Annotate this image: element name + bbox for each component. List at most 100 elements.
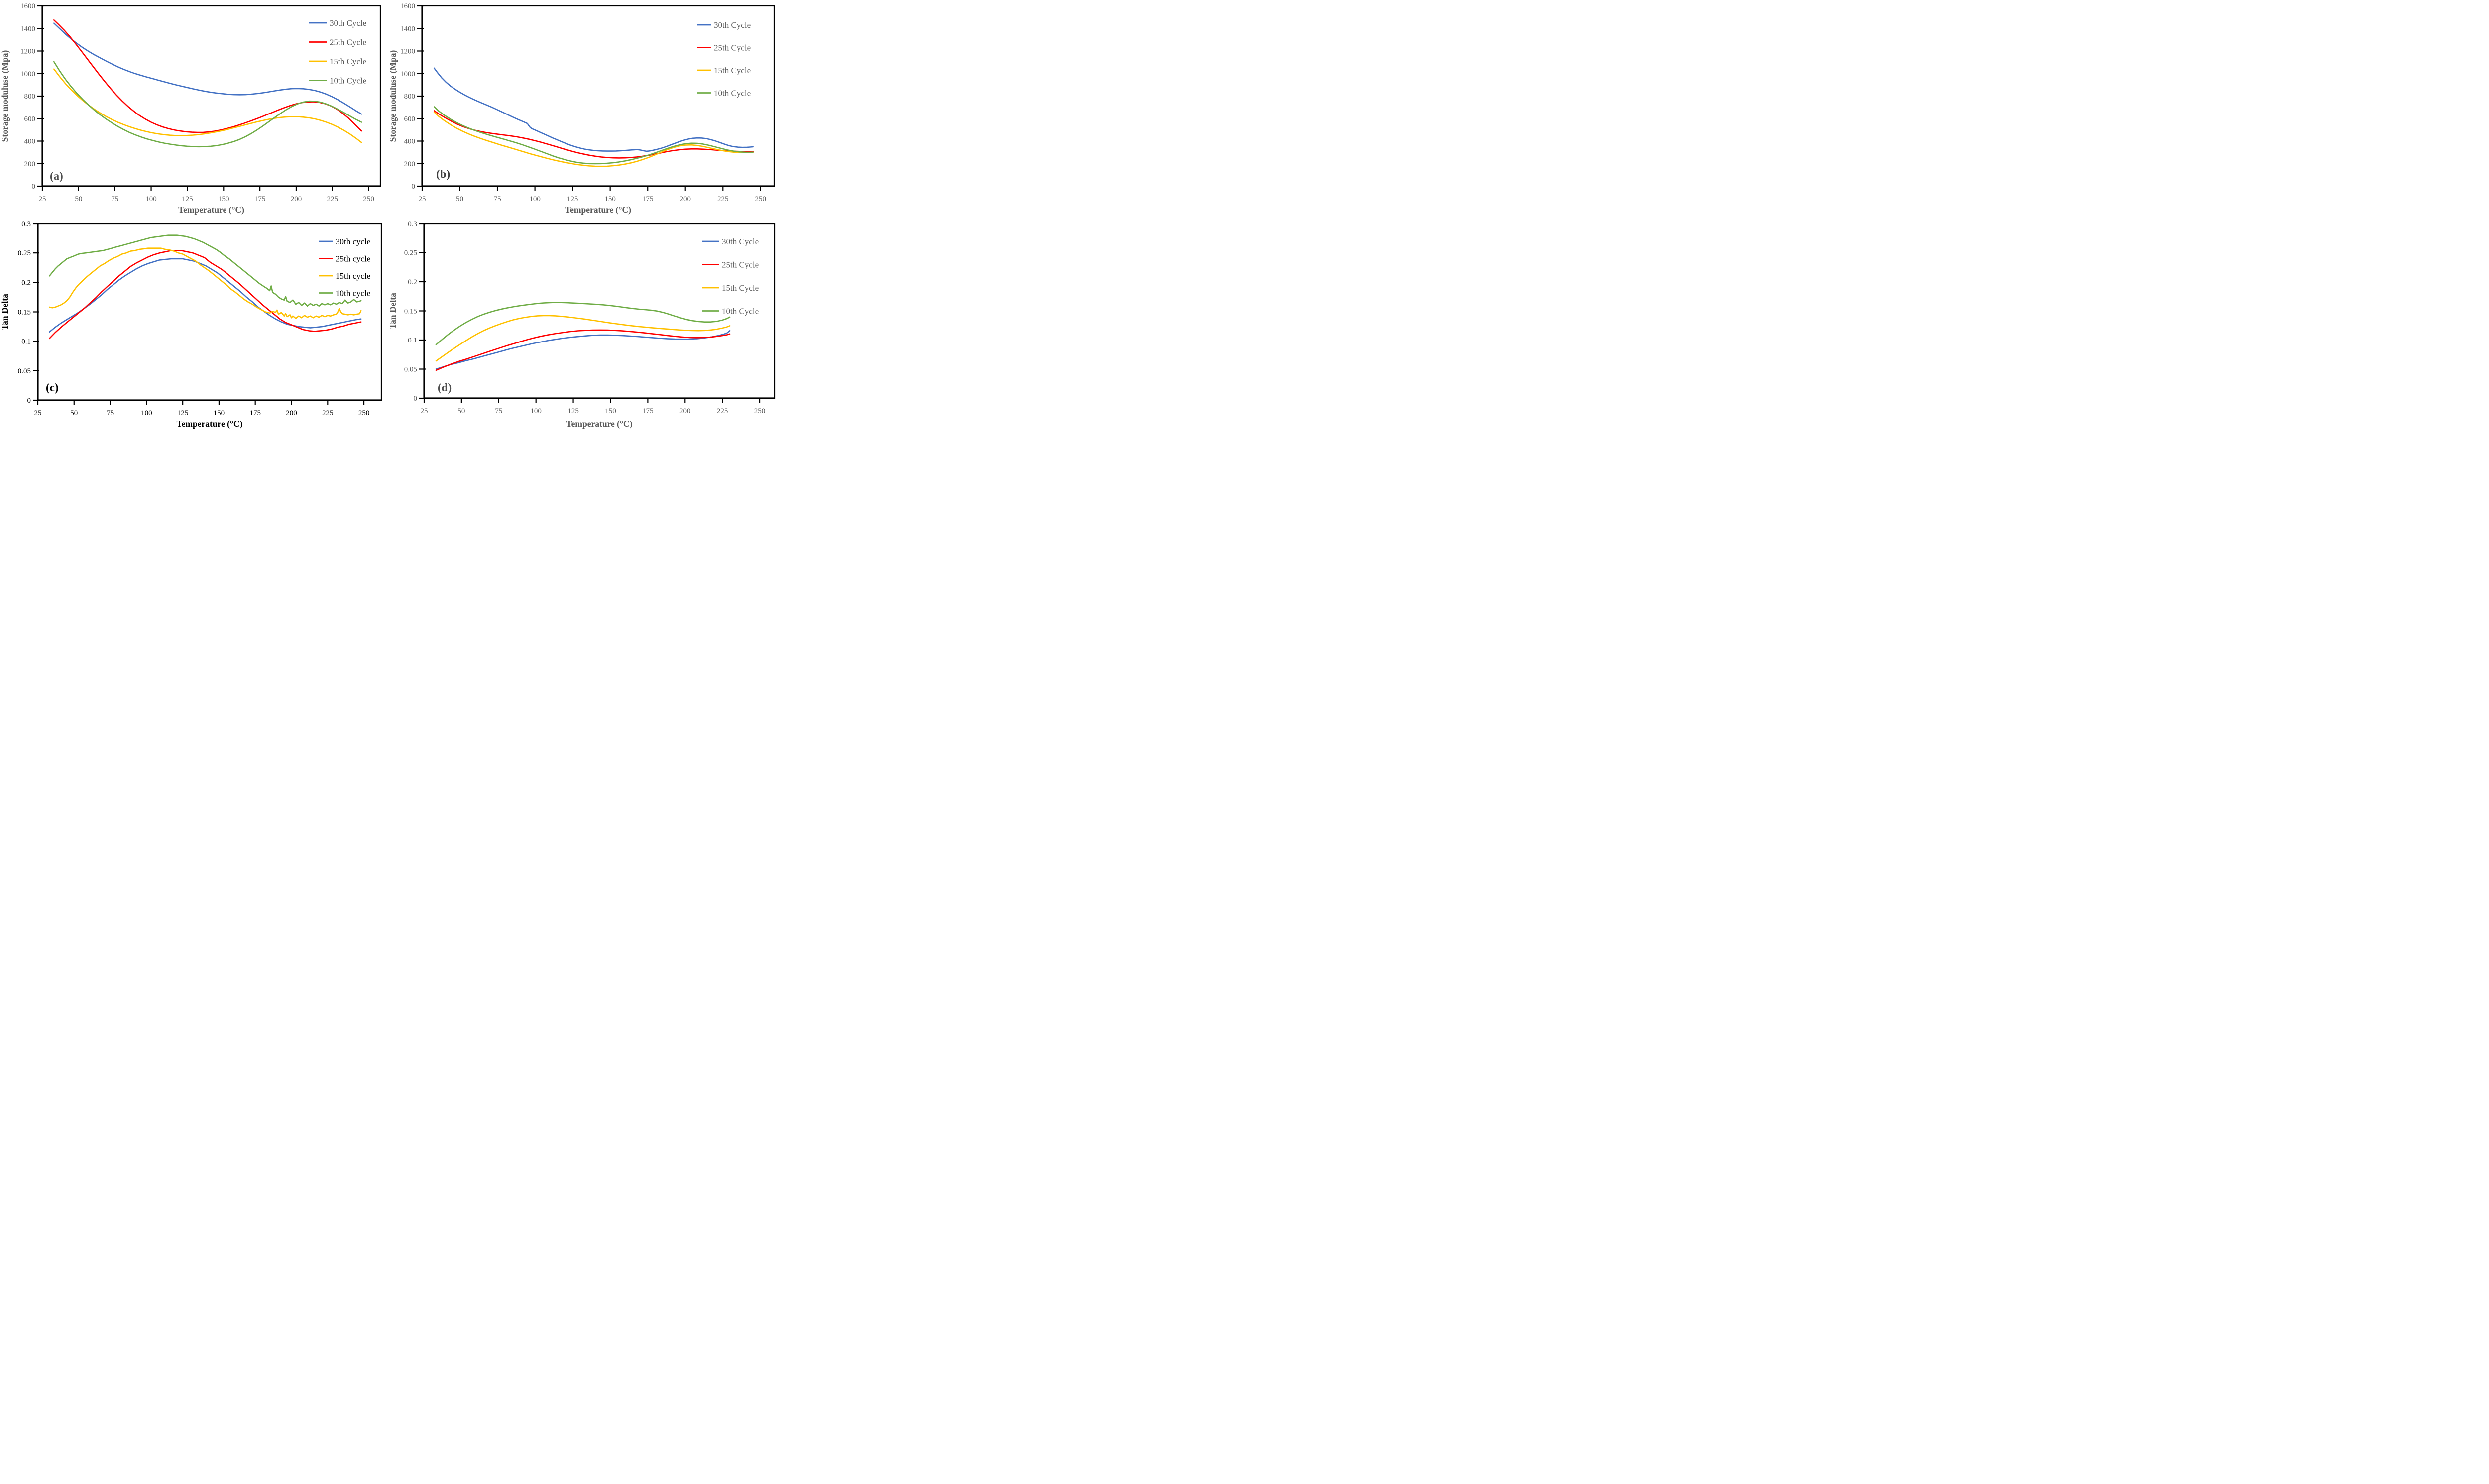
legend-label-d-3: 15th Cycle (722, 283, 759, 293)
y-tick-label-a: 600 (24, 115, 36, 123)
y-tick-label-b: 600 (404, 115, 416, 123)
x-tick-label-b: 150 (604, 195, 616, 203)
y-tick-label-c: 0.05 (18, 367, 31, 375)
x-tick-label-d: 200 (679, 407, 691, 415)
series-line-d-1 (435, 330, 731, 370)
panel-b: 0 200 400 600 800 1000 1200 1400 1600 25 50 75 100 12… (390, 0, 781, 216)
x-tick-label-c: 125 (177, 409, 189, 417)
x-tick-label-c: 250 (358, 409, 370, 417)
x-tick-label-b: 75 (494, 195, 501, 203)
x-tick-label-c: 50 (70, 409, 78, 417)
x-tick-label-b: 175 (642, 195, 654, 203)
x-tick-label-a: 175 (254, 195, 266, 203)
x-tick-label-a: 200 (291, 195, 302, 203)
series-line-d-2 (435, 329, 731, 371)
y-tick-label-a: 1200 (20, 48, 35, 56)
y-tick-label-d: 0.05 (404, 366, 417, 374)
y-tick-label-c: 0.1 (21, 338, 31, 346)
y-tick-label-c: 0.3 (21, 220, 31, 228)
legend-label-d-4: 10th Cycle (722, 307, 759, 316)
series-line-d-4 (435, 302, 731, 345)
legend-label-c-4: 10th cycle (336, 289, 370, 298)
x-axis-title-c: Temperature (°C) (177, 419, 243, 429)
x-tick-label-c: 100 (141, 409, 152, 417)
panel-a: 0 200 400 600 800 1000 1200 1400 1600 25 50 75 100 12… (0, 0, 390, 216)
y-tick-label-a: 200 (24, 160, 36, 168)
chart-d-tan-delta: 0 0.05 0.1 0.15 0.2 0.25 0.3 25 50 75 100 125 150 175… (390, 220, 776, 429)
legend-label-b-3: 15th Cycle (714, 66, 751, 75)
x-tick-label-d: 50 (457, 407, 465, 415)
x-tick-label-a: 25 (39, 195, 46, 203)
legend-label-a-1: 30th Cycle (330, 18, 366, 28)
y-tick-label-b: 1600 (400, 2, 415, 10)
series-line-b-4 (433, 106, 754, 165)
series-line-a-4 (53, 61, 362, 148)
series-line-b-3 (433, 111, 754, 167)
x-tick-label-a: 250 (363, 195, 374, 203)
panel-d: 0 0.05 0.1 0.15 0.2 0.25 0.3 25 50 75 100 125 150 175… (390, 216, 781, 432)
series-line-a-1 (53, 22, 362, 115)
x-tick-label-a: 225 (327, 195, 339, 203)
legend-label-a-3: 15th Cycle (330, 57, 366, 66)
y-tick-label-d: 0 (414, 395, 418, 403)
y-tick-label-a: 0 (32, 183, 36, 191)
series-line-a-2 (53, 19, 362, 133)
y-tick-label-d: 0.1 (408, 337, 417, 344)
series-line-c-4 (49, 234, 362, 307)
series-line-b-1 (433, 67, 754, 152)
y-tick-label-b: 1200 (400, 48, 415, 56)
x-tick-label-b: 125 (567, 195, 578, 203)
legend-label-b-1: 30th Cycle (714, 20, 751, 30)
x-tick-label-a: 125 (182, 195, 193, 203)
x-tick-label-d: 25 (421, 407, 428, 415)
y-tick-label-b: 1400 (400, 25, 415, 33)
chart-c-tan-delta: 0 0.05 0.1 0.15 0.2 0.25 0.3 25 50 75 100 125 150 175… (0, 220, 382, 429)
legend-label-d-2: 25th Cycle (722, 260, 759, 270)
x-tick-label-b: 100 (529, 195, 541, 203)
legend-label-c-3: 15th cycle (336, 271, 370, 281)
x-tick-label-d: 150 (605, 407, 616, 415)
y-tick-label-c: 0.2 (21, 279, 31, 287)
dma-figure: 0 200 400 600 800 1000 1200 1400 1600 25 50 75 100 12… (0, 0, 781, 432)
x-tick-label-a: 150 (218, 195, 229, 203)
y-tick-label-c: 0 (27, 397, 31, 405)
x-tick-label-b: 50 (456, 195, 463, 203)
plot-border-c (37, 223, 382, 401)
series-line-a-3 (53, 68, 362, 143)
series-line-c-2 (49, 250, 362, 340)
x-tick-label-d: 75 (495, 407, 502, 415)
legend-label-c-2: 25th cycle (336, 254, 370, 264)
y-axis-title-d: Tan Delta (390, 293, 398, 329)
y-tick-label-d: 0.15 (404, 308, 417, 316)
x-tick-label-b: 25 (419, 195, 426, 203)
y-tick-label-b: 1000 (400, 70, 415, 78)
legend-label-d-1: 30th Cycle (722, 237, 759, 246)
y-tick-label-d: 0.2 (408, 278, 417, 286)
series-line-b-2 (433, 110, 754, 159)
y-tick-label-b: 400 (404, 138, 416, 146)
x-tick-label-d: 225 (717, 407, 728, 415)
y-axis-title-b: Storage moduluse (Mpa) (390, 50, 398, 142)
legend-label-a-2: 25th Cycle (330, 38, 366, 47)
x-tick-label-a: 75 (111, 195, 118, 203)
y-tick-label-a: 1600 (20, 2, 35, 10)
x-tick-label-b: 225 (717, 195, 729, 203)
x-axis-title-b: Temperature (°C) (565, 205, 631, 215)
x-axis-title-a: Temperature (°C) (178, 205, 244, 215)
y-axis-title-a: Storage moduluse (Mpa) (0, 50, 10, 142)
x-tick-label-c: 225 (322, 409, 334, 417)
y-tick-label-b: 800 (404, 93, 416, 101)
x-tick-label-d: 250 (754, 407, 766, 415)
y-tick-label-a: 1400 (20, 25, 35, 33)
y-tick-label-d: 0.3 (408, 220, 417, 228)
panel-letter-a: (a) (50, 170, 63, 182)
x-tick-label-c: 200 (286, 409, 297, 417)
chart-b-storage-modulus: 0 200 400 600 800 1000 1200 1400 1600 25 50 75 100 12… (390, 2, 775, 215)
x-tick-label-b: 250 (755, 195, 767, 203)
y-tick-label-d: 0.25 (404, 249, 417, 257)
legend-label-c-1: 30th cycle (336, 237, 370, 246)
x-tick-label-d: 175 (642, 407, 654, 415)
y-tick-label-a: 400 (24, 138, 36, 146)
legend-label-b-4: 10th Cycle (714, 89, 751, 98)
y-tick-label-c: 0.25 (18, 249, 31, 257)
